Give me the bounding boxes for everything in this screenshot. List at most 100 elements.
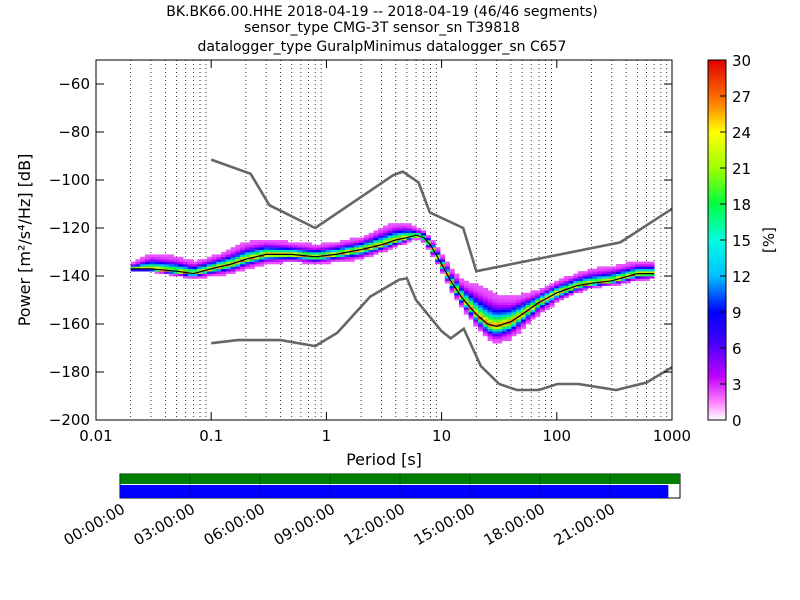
density-cell: [563, 278, 569, 282]
density-cell: [473, 302, 479, 306]
density-cell: [363, 254, 370, 258]
density-cell: [539, 307, 546, 310]
density-cell: [597, 271, 603, 274]
density-cell: [644, 278, 650, 282]
density-cell: [625, 276, 631, 279]
density-cell: [235, 261, 241, 265]
density-cell: [592, 276, 598, 279]
density-cell: [478, 290, 484, 294]
density-cell: [649, 264, 655, 267]
density-cell: [630, 278, 636, 282]
density-cell: [482, 326, 488, 330]
density-cell: [516, 331, 522, 334]
density-cell: [587, 273, 593, 277]
x-axis-ticks: 0.01 0.1 1 10 100 1000: [79, 60, 691, 445]
density-cell: [159, 264, 165, 267]
density-cell: [582, 276, 588, 279]
density-cell: [330, 242, 336, 246]
density-cell: [592, 280, 598, 284]
density-cell: [344, 259, 350, 262]
density-cell: [420, 240, 427, 243]
density-cell: [554, 300, 560, 303]
density-cell: [592, 268, 598, 272]
density-cell: [230, 256, 236, 260]
density-cell: [197, 276, 203, 279]
density-cell: [478, 300, 484, 303]
density-cell: [639, 264, 646, 267]
density-cell: [263, 240, 270, 243]
density-cell: [149, 254, 155, 258]
density-cell: [278, 240, 284, 243]
density-cell: [573, 276, 579, 279]
density-cell: [501, 333, 508, 337]
density-cell: [244, 252, 251, 255]
density-cell: [606, 268, 612, 272]
density-cell: [492, 302, 498, 306]
density-cell: [459, 292, 465, 296]
density-cell: [530, 314, 536, 318]
density-cell: [387, 247, 393, 250]
density-cell: [344, 254, 350, 258]
density-cell: [382, 240, 389, 243]
density-cell: [592, 283, 598, 286]
density-cell: [501, 324, 508, 327]
density-cell: [292, 249, 298, 253]
density-cell: [454, 290, 460, 294]
density-cell: [478, 328, 484, 332]
density-cell: [392, 235, 398, 238]
density-cell: [487, 314, 493, 318]
density-cell: [306, 256, 312, 260]
density-cell: [387, 228, 393, 231]
x-tick-label: 0.1: [199, 427, 223, 445]
density-cell: [382, 230, 389, 234]
density-cell: [249, 247, 255, 250]
density-cell: [135, 259, 141, 262]
density-cell: [321, 256, 327, 260]
density-cell: [558, 280, 565, 284]
density-cell: [368, 252, 374, 255]
y-tick-label: −120: [49, 219, 90, 237]
density-cell: [240, 249, 246, 253]
density-cell: [601, 278, 607, 282]
density-cell: [135, 264, 141, 267]
density-cell: [378, 232, 384, 236]
density-cell: [363, 252, 370, 255]
density-cell: [482, 300, 488, 303]
density-cell: [459, 285, 465, 289]
density-cell: [492, 292, 498, 296]
density-cell: [144, 254, 151, 258]
density-cell: [401, 237, 408, 241]
density-cell: [558, 295, 565, 298]
density-cell: [463, 309, 469, 313]
density-cell: [278, 249, 284, 253]
density-cell: [497, 328, 503, 332]
density-cell: [154, 256, 160, 260]
density-cell: [501, 295, 508, 298]
density-cell: [235, 252, 241, 255]
density-cell: [544, 302, 550, 306]
density-cell: [468, 312, 474, 315]
density-cell: [520, 292, 527, 296]
density-cell: [316, 261, 322, 265]
density-cell: [525, 297, 531, 301]
density-cell: [163, 256, 170, 260]
density-cell: [335, 242, 341, 246]
density-cell: [221, 266, 227, 270]
density-cell: [211, 268, 217, 272]
density-cell: [401, 235, 408, 238]
psd-coverage-bar: [120, 485, 669, 498]
density-cell: [216, 264, 222, 267]
density-cell: [611, 266, 617, 270]
colorbar-tick-label: 24: [732, 124, 751, 142]
density-cell: [639, 266, 646, 270]
density-cell: [273, 252, 279, 255]
density-cell: [168, 261, 174, 265]
density-cell: [292, 247, 298, 250]
density-cell: [430, 240, 436, 243]
density-cell: [316, 252, 322, 255]
density-cell: [611, 280, 617, 284]
density-cell: [263, 247, 270, 250]
density-cell: [639, 271, 646, 274]
density-cell: [492, 319, 498, 322]
density-cell: [321, 261, 327, 265]
